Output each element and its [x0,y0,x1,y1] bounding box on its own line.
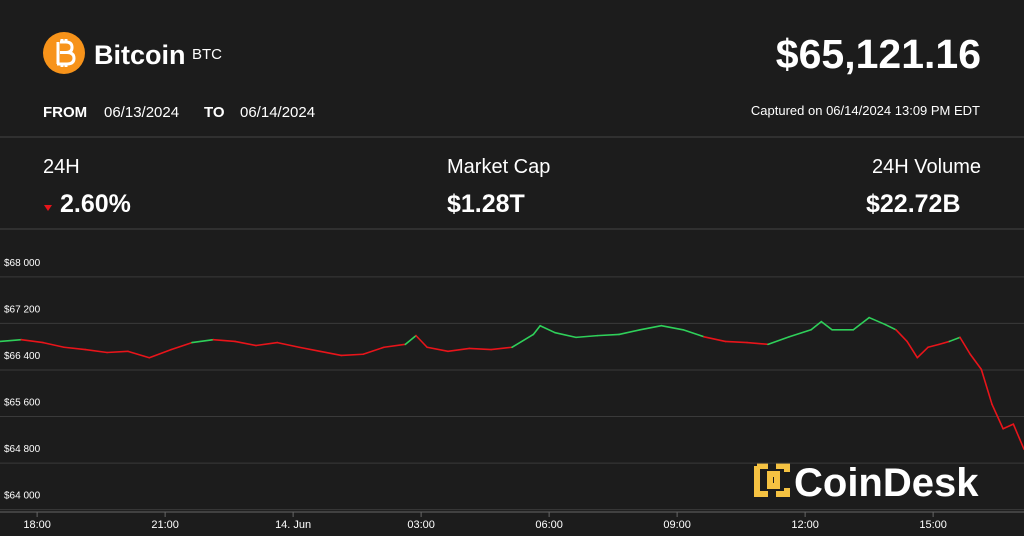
price-segment [820,320,833,331]
to-label: TO [204,104,225,121]
stat-label: 24H Volume [872,156,981,178]
price-segment [868,316,887,326]
price-segment [927,343,940,349]
price-segment [490,346,513,351]
price-segment [0,338,23,343]
bitcoin-logo [43,32,85,74]
watermark: CoinDesk [794,461,979,505]
price-segment [884,323,897,331]
price-segment [415,334,428,349]
price-segment [980,368,993,406]
price-segment [20,338,44,344]
price-segment [916,346,929,359]
price-segment [959,336,972,356]
price-segment [852,316,870,331]
price-segment [340,353,364,357]
price-segment [170,341,193,351]
price-segment [554,331,577,339]
price-segment [895,328,908,343]
price-segment [618,328,641,336]
coin-name: Bitcoin [94,40,186,70]
price-segment [788,328,812,338]
x-tick-label: 09:00 [663,519,691,531]
price-segment [511,333,535,349]
x-tick-label: 12:00 [791,519,819,531]
price-segment [148,348,172,359]
price-segment [84,348,108,354]
price-segment [298,346,321,353]
price-segment [212,338,236,343]
coindesk-logo [754,463,790,497]
price-segment [969,353,983,371]
y-tick-label: $68 000 [4,258,41,269]
from-date: 06/13/2024 [104,104,179,121]
price-segment [660,324,684,331]
y-tick-label: $64 800 [4,444,41,455]
y-tick-label: $66 400 [4,351,41,362]
x-tick-label: 14. Jun [275,519,311,531]
price-segment [810,320,823,331]
stat-value: 2.60% [60,190,131,218]
price-segment [468,347,492,351]
price-segment [255,341,279,347]
price-segment [276,341,300,349]
y-tick-label: $65 600 [4,398,41,409]
x-tick-label: 21:00 [151,519,179,531]
price-segment [539,324,556,334]
price-segment [383,343,407,349]
price: $65,121.16 [776,31,981,77]
x-tick-label: 15:00 [919,519,947,531]
price-segment [948,336,961,343]
price-segment [639,324,663,331]
price-segment [767,335,791,346]
price-segment [319,350,343,357]
price-segment [938,340,951,346]
price-segment [234,340,257,347]
price-segment [703,335,727,343]
price-segment [991,403,1004,430]
price-segment [127,350,151,359]
price-segment [447,347,471,353]
stat-value: $22.72B [866,190,961,218]
price-segment [682,328,705,338]
price-segment [532,324,541,336]
stat-label: Market Cap [447,156,550,178]
captured: Captured on 06/14/2024 13:09 PM EDT [751,103,980,118]
price-segment [426,346,449,353]
x-tick-label: 03:00 [407,519,435,531]
stat-value: $1.28T [447,190,525,218]
price-segment [106,350,129,354]
price-segment [906,340,919,359]
y-tick-label: $67 200 [4,304,41,315]
down-arrow [44,205,52,211]
x-tick-label: 06:00 [535,519,563,531]
stat-label: 24H [43,156,80,178]
price-segment [596,333,620,337]
y-tick-label: $64 000 [4,491,41,502]
from-label: FROM [43,104,87,121]
to-date: 06/14/2024 [240,104,315,121]
price-segment [1012,423,1024,450]
x-tick-label: 18:00 [23,519,51,531]
price-segment [42,341,65,349]
price-segment [575,334,599,339]
price-segment [191,338,215,344]
price-segment [362,346,385,356]
price-segment [746,341,769,346]
coin-ticker: BTC [192,46,222,63]
price-segment [404,334,417,346]
price-segment [1002,423,1015,430]
price-segment [724,340,748,344]
price-segment [63,346,87,351]
